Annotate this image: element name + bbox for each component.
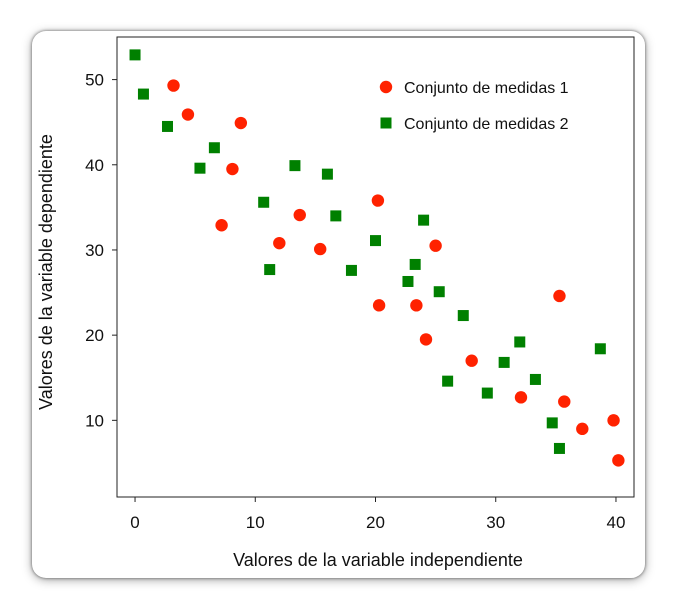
- series-1-point: [226, 162, 239, 176]
- x-tick-label: 40: [607, 513, 626, 532]
- series-2-point: [370, 235, 381, 247]
- series-2-point: [330, 210, 342, 222]
- series-2-point: [289, 160, 301, 172]
- series-2-point: [481, 387, 493, 399]
- legend-marker-series-1: [379, 80, 393, 94]
- legend-label-series-1: Conjunto de medidas 1: [404, 80, 569, 97]
- data-points: [129, 49, 625, 467]
- series-2-point: [208, 142, 220, 154]
- series-2-point: [433, 286, 445, 298]
- legend-label-series-2: Conjunto de medidas 2: [404, 116, 569, 133]
- series-2-point: [498, 356, 510, 368]
- series-2-point: [161, 120, 173, 132]
- x-tick-label: 0: [130, 513, 139, 532]
- y-tick-label: 50: [85, 71, 104, 90]
- series-1-point: [607, 414, 620, 427]
- series-1-point: [558, 395, 571, 408]
- series-2-point: [418, 214, 430, 226]
- series-2-point: [594, 343, 606, 355]
- series-2-point: [553, 442, 565, 454]
- series-2-point: [514, 336, 526, 348]
- series-1-point: [576, 422, 589, 436]
- series-1-point: [465, 354, 478, 367]
- y-tick-label: 30: [85, 241, 104, 260]
- series-1-point: [273, 236, 286, 250]
- series-2-point: [546, 417, 558, 429]
- x-tick-label: 30: [486, 513, 505, 532]
- series-1-point: [215, 219, 228, 232]
- series-1-point: [372, 299, 386, 312]
- y-tick-label: 20: [85, 326, 104, 345]
- series-1-point: [167, 79, 180, 92]
- series-1-point: [293, 208, 306, 222]
- series-1-point: [429, 239, 442, 252]
- series-2-point: [194, 162, 206, 174]
- x-tick-label: 10: [246, 513, 265, 532]
- series-2-point: [345, 264, 357, 276]
- legend: Conjunto de medidas 1 Conjunto de medidas…: [379, 80, 569, 133]
- series-2-point: [529, 373, 541, 385]
- x-axis: 0 10 20 30 40: [130, 497, 625, 532]
- series-1-point: [371, 194, 385, 207]
- series-2-point: [442, 375, 454, 387]
- series-2-point: [258, 196, 270, 208]
- series-2-point: [137, 88, 149, 100]
- series-2-point: [457, 310, 469, 322]
- series-1-point: [410, 299, 423, 312]
- series-1-point: [234, 116, 248, 130]
- series-1-point: [313, 242, 327, 256]
- series-2-point: [402, 275, 414, 287]
- x-axis-title: Valores de la variable independiente: [233, 550, 523, 570]
- y-tick-label: 40: [85, 156, 104, 175]
- series-1-point: [612, 454, 625, 467]
- series-2-point: [409, 258, 421, 270]
- x-tick-label: 20: [366, 513, 385, 532]
- legend-marker-series-2: [380, 117, 392, 129]
- series-1-point: [553, 289, 566, 303]
- series-1-point: [419, 333, 433, 346]
- series-2-point: [321, 168, 333, 180]
- series-2-point: [264, 264, 276, 276]
- y-axis-title: Valores de la variable dependiente: [36, 134, 56, 410]
- y-tick-label: 10: [85, 411, 104, 430]
- series-1-point: [514, 391, 528, 404]
- series-1-point: [181, 108, 195, 121]
- y-axis: 10 20 30 40 50: [85, 71, 117, 430]
- series-2-point: [129, 49, 141, 61]
